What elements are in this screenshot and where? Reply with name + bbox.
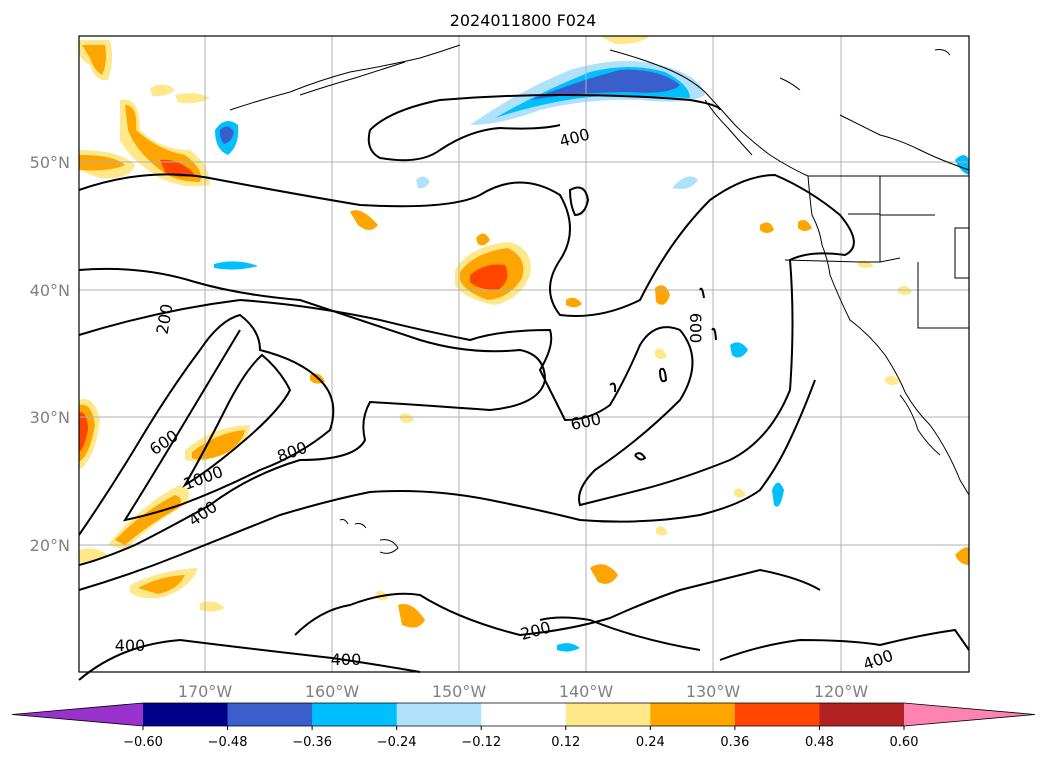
contour-label: 400 xyxy=(331,650,362,669)
coastlines xyxy=(229,44,970,554)
lon-label-120w: 120°W xyxy=(814,682,869,701)
lat-label-50n: 50°N xyxy=(30,153,70,172)
colorbar-segment xyxy=(734,703,820,726)
longitude-labels: 170°W 160°W 150°W 140°W 130°W 120°W xyxy=(178,682,869,701)
colorbar-segment xyxy=(312,703,398,726)
contour-label: 600 xyxy=(686,313,705,344)
colorbar-segment xyxy=(819,703,905,726)
colorbar-tick-label: −0.48 xyxy=(208,735,248,750)
colorbar-tick-label: 0.36 xyxy=(720,735,749,750)
colorbar-tick-label: −0.36 xyxy=(292,735,332,750)
colorbar-segment xyxy=(396,703,482,726)
lon-label-130w: 130°W xyxy=(686,682,741,701)
colorbar-segment xyxy=(143,703,229,726)
lat-label-20n: 20°N xyxy=(30,536,70,555)
colorbar-extend-min xyxy=(12,703,143,726)
latitude-labels: 50°N 40°N 30°N 20°N xyxy=(30,153,70,555)
lon-label-160w: 160°W xyxy=(305,682,360,701)
lat-label-40n: 40°N xyxy=(30,281,70,300)
lon-label-140w: 140°W xyxy=(559,682,614,701)
colorbar-segment xyxy=(650,703,736,726)
lon-label-150w: 150°W xyxy=(432,682,487,701)
lon-label-170w: 170°W xyxy=(178,682,233,701)
colorbar-tick-label: −0.24 xyxy=(377,735,417,750)
colorbar-segment xyxy=(481,703,567,726)
colorbar-tick-label: 0.12 xyxy=(551,735,580,750)
map-area xyxy=(79,36,969,672)
colorbar-tick-label: −0.12 xyxy=(461,735,501,750)
colorbar-segment xyxy=(565,703,651,726)
colorbar-tick-label: 0.60 xyxy=(890,735,919,750)
lat-label-30n: 30°N xyxy=(30,408,70,427)
colorbar: −0.60 −0.48 −0.36 −0.24 −0.12 0.12 0.24 0.36 0.4… xyxy=(11,702,1036,750)
contours xyxy=(78,93,970,681)
map-title: 2024011800 F024 xyxy=(450,11,597,30)
colorbar-tick-label: 0.48 xyxy=(805,735,834,750)
colorbar-segment xyxy=(227,703,313,726)
colorbar-extend-max xyxy=(904,703,1035,726)
colorbar-tick-label: −0.60 xyxy=(123,735,163,750)
map-frame xyxy=(78,35,970,673)
colorbar-tick-label: 0.24 xyxy=(636,735,665,750)
contour-label: 400 xyxy=(115,636,146,655)
